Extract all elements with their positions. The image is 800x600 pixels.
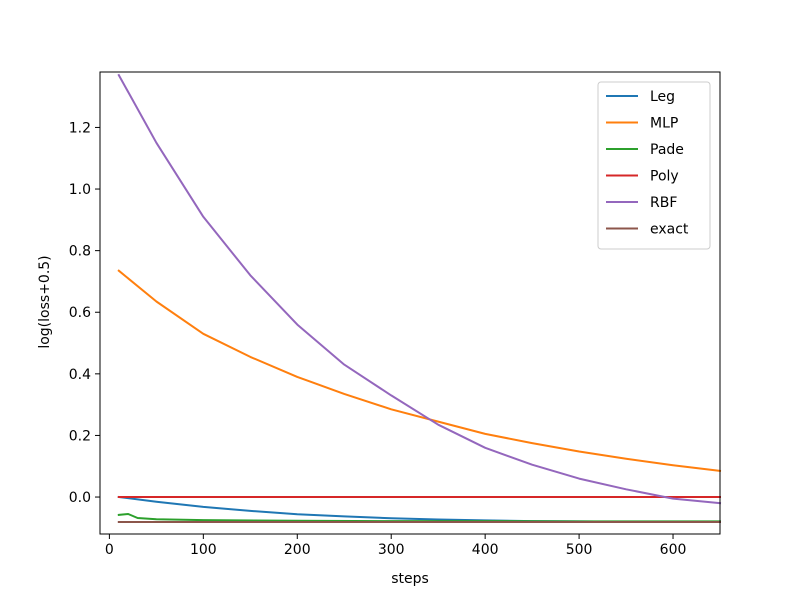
x-tick-label: 200 [284, 542, 311, 558]
y-tick-label: 1.2 [69, 120, 91, 136]
x-tick-label: 300 [378, 542, 405, 558]
series-line-rbf [117, 73, 722, 505]
legend-label-exact: exact [650, 222, 689, 238]
y-tick-label: 0.6 [69, 305, 91, 321]
axes-layer: 0 100 200 300 400 500 600 0.0 0.2 0.4 0.6 0.8 1.0 1.2 [69, 71, 721, 558]
y-axis-label: log(loss+0.5) [37, 255, 53, 348]
legend-box [597, 81, 711, 250]
axes-frame [99, 71, 721, 535]
legend: Leg MLP Pade Poly RBF exact [597, 81, 711, 250]
x-tick-label: 600 [660, 542, 687, 558]
legend-label-pade: Pade [650, 142, 684, 158]
y-tick-label: 0.4 [69, 367, 91, 383]
series-layer [117, 73, 722, 523]
x-tick-label: 400 [472, 542, 499, 558]
y-tick-label: 0.8 [69, 244, 91, 260]
y-tick-label: 0.2 [69, 428, 91, 444]
y-tick-label: 0.0 [69, 490, 91, 506]
y-tick-label: 1.0 [69, 182, 91, 198]
series-line-mlp [117, 269, 722, 473]
legend-label-mlp: MLP [650, 116, 678, 132]
x-axis-label: steps [391, 571, 429, 587]
x-tick-label: 500 [566, 542, 593, 558]
legend-label-leg: Leg [650, 89, 675, 105]
x-tick-label: 100 [190, 542, 217, 558]
legend-label-rbf: RBF [650, 195, 677, 211]
legend-label-poly: Poly [650, 169, 679, 185]
x-tick-label: 0 [105, 542, 114, 558]
